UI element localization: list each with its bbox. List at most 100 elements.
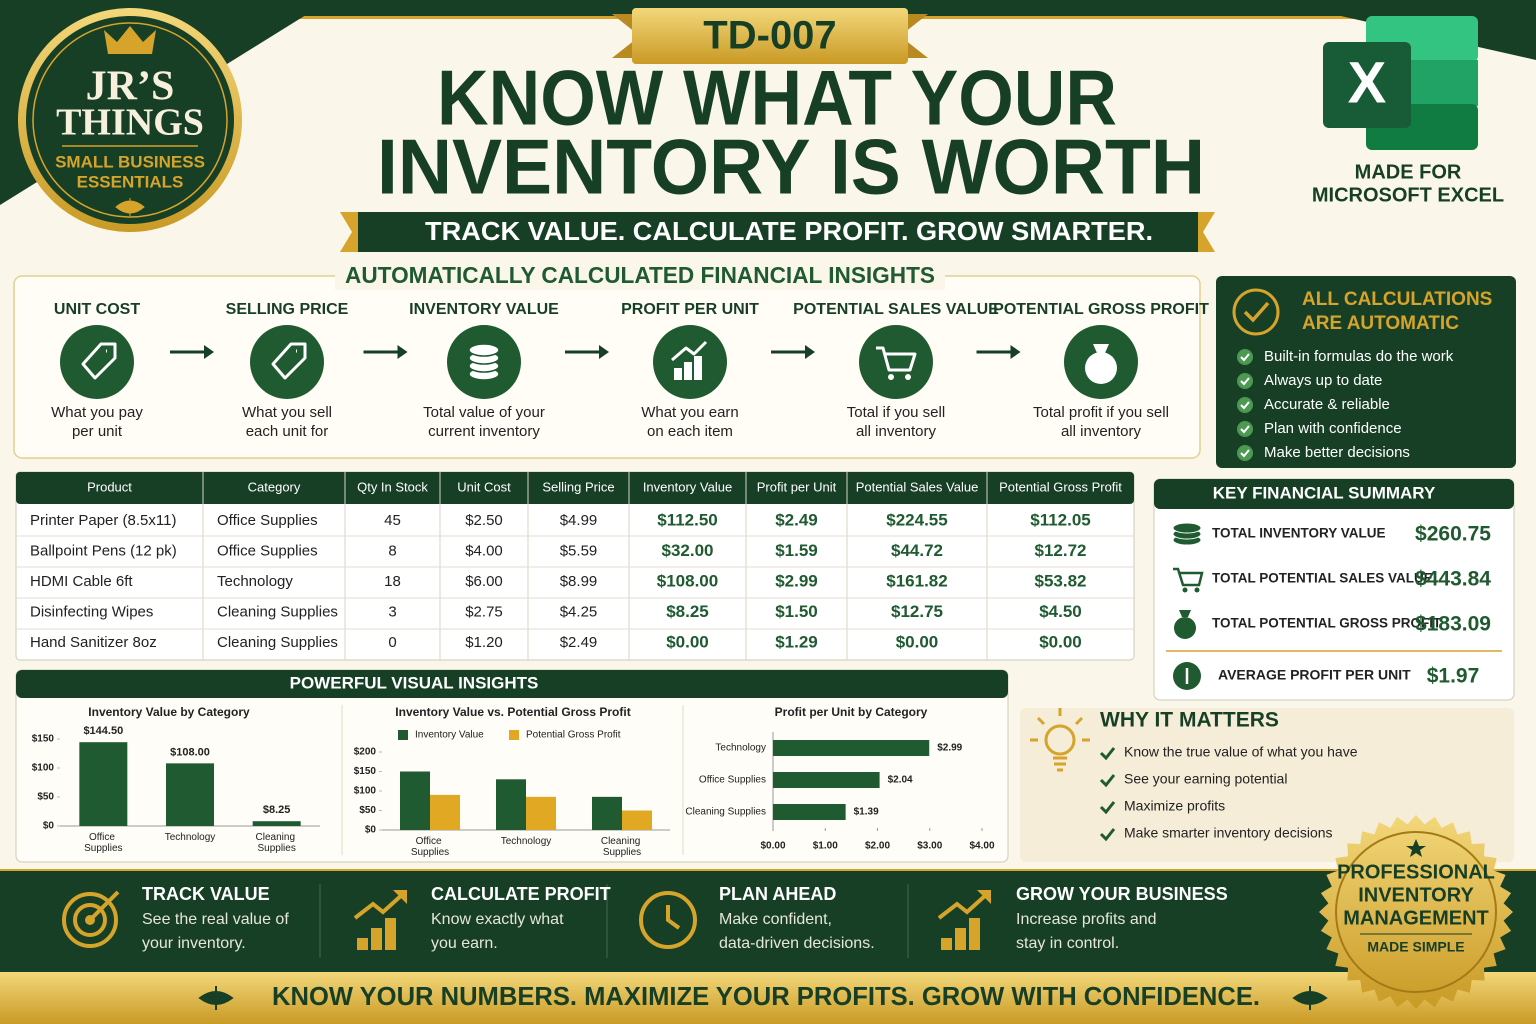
- chart-title: Inventory Value by Category: [88, 705, 250, 719]
- automatic-icon: [1232, 288, 1280, 336]
- value-label: $8.25: [263, 804, 291, 816]
- cart-icon: [1182, 587, 1188, 593]
- y-tick-label: $150: [32, 734, 55, 745]
- legend-label: Potential Gross Profit: [526, 730, 621, 741]
- bar: [496, 779, 526, 830]
- cart-icon: [888, 374, 894, 380]
- table-cell: Ballpoint Pens (12 pk): [30, 542, 177, 559]
- table-cell: $2.49: [775, 510, 818, 529]
- step-text: current inventory: [428, 423, 540, 440]
- logo-inner-ring: [32, 22, 228, 218]
- step-text: What you earn: [641, 404, 739, 421]
- seal-burst: [1319, 815, 1513, 1009]
- tag-icon: [81, 342, 117, 380]
- seal-text: INVENTORY: [1358, 884, 1474, 906]
- feature-title: TRACK VALUE: [142, 884, 270, 904]
- bar: [773, 740, 930, 756]
- check-icon: [1240, 353, 1250, 362]
- y-tick-label: Technology: [715, 743, 766, 754]
- feature-title: PLAN AHEAD: [719, 884, 836, 904]
- table-cell: Office Supplies: [217, 542, 318, 559]
- brand-tagline: SMALL BUSINESS: [55, 152, 205, 171]
- check-icon: [1240, 401, 1250, 410]
- check-icon: [1099, 774, 1116, 788]
- excel-letter: X: [1348, 50, 1387, 115]
- seal-ring: [1335, 831, 1497, 993]
- step-arrow: [1010, 345, 1021, 359]
- bag-icon: [1093, 344, 1109, 353]
- table-cell: $53.82: [1035, 571, 1087, 590]
- summary-header: [1154, 479, 1514, 509]
- why-item: See your earning potential: [1124, 771, 1287, 787]
- feature-text: data-driven decisions.: [719, 935, 875, 952]
- value-label: $1.39: [854, 807, 879, 818]
- why-title: WHY IT MATTERS: [1100, 709, 1279, 732]
- cart-icon: [876, 346, 917, 372]
- table-cell: Office Supplies: [217, 512, 318, 529]
- check-icon: [1237, 373, 1253, 389]
- step-title: UNIT COST: [54, 301, 140, 318]
- check-icon: [1240, 425, 1250, 434]
- table-cell: HDMI Cable 6ft: [30, 573, 133, 590]
- why-item: Maximize profits: [1124, 798, 1225, 814]
- step-arrow: [805, 345, 815, 359]
- x-tick-label: $2.00: [865, 841, 890, 852]
- target-icon: [62, 892, 118, 948]
- visuals-title: POWERFUL VISUAL INSIGHTS: [290, 673, 539, 692]
- coin-icon: [1172, 522, 1202, 534]
- badge: [632, 8, 908, 64]
- x-tick-label: Cleaning Supplies: [601, 836, 643, 858]
- value-label: $108.00: [170, 746, 210, 758]
- step-text: all inventory: [1061, 423, 1142, 440]
- growth-icon: [941, 938, 952, 950]
- excel-caption: MADE FOR: [1355, 161, 1462, 183]
- growth-icon: [371, 928, 382, 950]
- step-icon: [60, 325, 134, 399]
- summary-label: AVERAGE PROFIT PER UNIT: [1218, 667, 1411, 683]
- growth-icon: [937, 892, 989, 920]
- step-icon: [250, 325, 324, 399]
- growth-icon: [385, 918, 396, 950]
- step-text: What you sell: [242, 404, 332, 421]
- summary-value: $183.09: [1415, 613, 1491, 636]
- section-title: AUTOMATICALLY CALCULATED FINANCIAL INSIG…: [345, 262, 935, 288]
- footer-text: KNOW YOUR NUMBERS. MAXIMIZE YOUR PROFITS…: [272, 981, 1260, 1011]
- cart-icon: [905, 374, 911, 380]
- target-icon: [73, 903, 107, 937]
- table-cell: $4.25: [560, 603, 598, 620]
- panel-item: Built-in formulas do the work: [1264, 348, 1454, 365]
- step-arrow: [204, 345, 214, 359]
- bar: [79, 742, 128, 826]
- x-tick-label: Office Supplies: [84, 832, 122, 854]
- table-cell: 8: [388, 542, 396, 559]
- seal-star: [1406, 839, 1426, 857]
- footer-leaf: [1292, 986, 1328, 1010]
- y-tick-label: $0: [365, 825, 377, 836]
- logo-crown: [104, 26, 156, 54]
- y-tick-label: Office Supplies: [699, 775, 766, 786]
- table-cell: $4.50: [1039, 602, 1082, 621]
- badge-text: TD-007: [703, 14, 836, 58]
- legend-label: Inventory Value: [415, 730, 484, 741]
- feature-text: Know exactly what: [431, 911, 564, 928]
- bar: [773, 772, 880, 788]
- bar: [430, 794, 460, 830]
- chart-title: Profit per Unit by Category: [775, 705, 928, 719]
- bag-icon: [1174, 617, 1196, 639]
- chart-icon: [671, 340, 708, 362]
- excel-caption: MICROSOFT EXCEL: [1312, 184, 1504, 206]
- feature-text: stay in control.: [1016, 935, 1119, 952]
- step-text: Total profit if you sell: [1033, 404, 1169, 421]
- why-panel: [1020, 708, 1514, 862]
- step-arrow: [397, 345, 408, 359]
- feature-text: Increase profits and: [1016, 911, 1157, 928]
- bag-icon: [1179, 610, 1191, 617]
- y-tick-label: $100: [354, 786, 377, 797]
- table-header-cell: Potential Sales Value: [856, 479, 979, 494]
- growth-icon: [393, 890, 407, 904]
- clock-icon: [666, 905, 681, 930]
- summary-value: $260.75: [1415, 523, 1491, 546]
- step-icon: [859, 325, 933, 399]
- table-cell: $8.99: [560, 573, 598, 590]
- step-text: all inventory: [856, 423, 937, 440]
